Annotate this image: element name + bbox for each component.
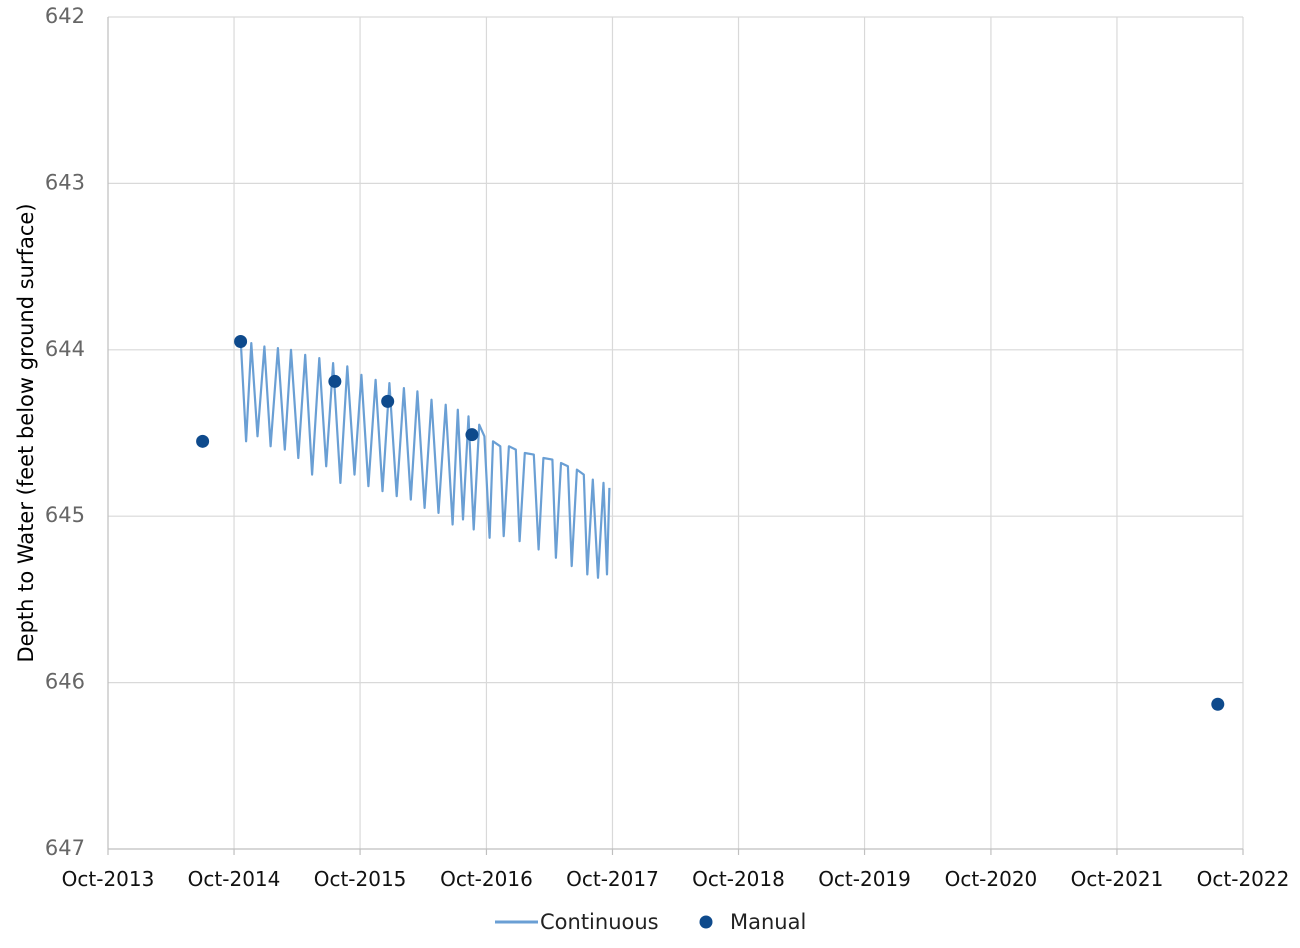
x-tick-label: Oct-2016 — [440, 867, 533, 891]
x-axis: Oct-2013 Oct-2014 Oct-2015 Oct-2016 Oct-2017… — [62, 849, 1290, 891]
x-tick-label: Oct-2022 — [1197, 867, 1290, 891]
legend: Continuous Manual — [495, 910, 806, 934]
x-tick-label: Oct-2018 — [692, 867, 785, 891]
data-point-manual — [465, 428, 479, 442]
x-tick-label: Oct-2017 — [566, 867, 659, 891]
data-point-manual — [381, 394, 395, 408]
grid — [107, 16, 1244, 850]
plot-area — [196, 334, 1225, 711]
x-tick-label: Oct-2015 — [314, 867, 407, 891]
data-point-manual — [196, 434, 210, 448]
x-tick-label: Oct-2019 — [818, 867, 911, 891]
x-tick-label: Oct-2014 — [188, 867, 281, 891]
data-point-manual — [234, 334, 248, 348]
data-point-manual — [1211, 697, 1225, 711]
data-point-manual — [328, 374, 342, 388]
y-tick-label: 646 — [45, 670, 85, 694]
y-tick-label: 643 — [45, 170, 85, 194]
x-tick-label: Oct-2020 — [945, 867, 1038, 891]
series-line-continuous — [239, 338, 611, 579]
legend-continuous-label: Continuous — [540, 910, 659, 934]
y-tick-label: 645 — [45, 503, 85, 527]
y-axis-title: Depth to Water (feet below ground surfac… — [14, 203, 38, 662]
y-axis: 642 643 644 645 646 647 — [45, 4, 85, 860]
x-tick-label: Oct-2021 — [1071, 867, 1164, 891]
y-tick-label: 644 — [45, 337, 85, 361]
legend-manual-label: Manual — [730, 910, 806, 934]
legend-manual-marker — [699, 915, 713, 929]
y-tick-label: 642 — [45, 4, 85, 28]
x-tick-label: Oct-2013 — [62, 867, 155, 891]
y-tick-label: 647 — [45, 836, 85, 860]
